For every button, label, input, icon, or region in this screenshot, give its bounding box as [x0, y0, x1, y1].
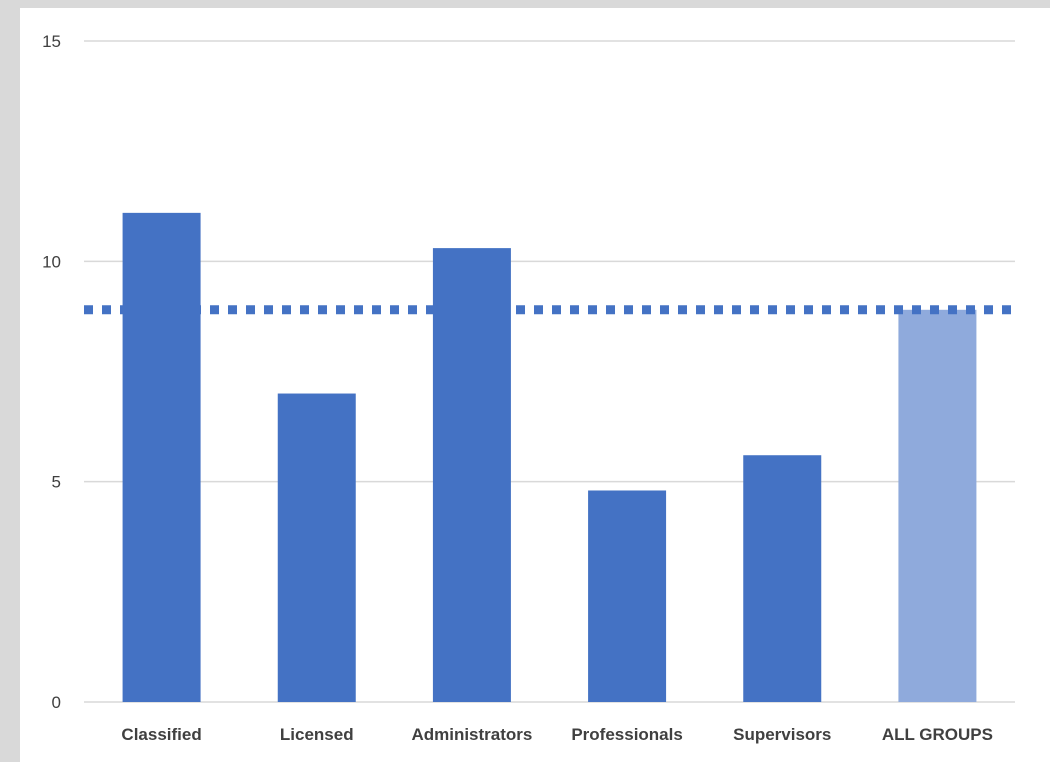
x-category-label: Classified — [121, 725, 201, 744]
y-tick-label: 15 — [42, 32, 61, 51]
bar-all-groups — [898, 309, 977, 702]
bars — [122, 212, 977, 703]
x-category-label: Professionals — [571, 725, 683, 744]
x-category-label: Administrators — [411, 725, 532, 744]
x-category-label: Licensed — [280, 725, 354, 744]
x-category-label: Supervisors — [733, 725, 831, 744]
bar-professionals — [588, 490, 667, 702]
y-tick-label: 5 — [52, 473, 61, 492]
gridlines — [84, 40, 1015, 703]
bar-administrators — [432, 248, 511, 702]
bar-supervisors — [743, 455, 822, 702]
x-axis-labels: Classified Licensed Administrators Professi… — [121, 725, 993, 744]
y-axis-ticks: 0 5 10 15 — [42, 32, 61, 712]
y-tick-label: 0 — [52, 693, 61, 712]
x-category-label: ALL GROUPS — [882, 725, 993, 744]
bar-licensed — [277, 393, 356, 702]
y-tick-label: 10 — [42, 252, 61, 271]
bar-classified — [122, 212, 201, 703]
